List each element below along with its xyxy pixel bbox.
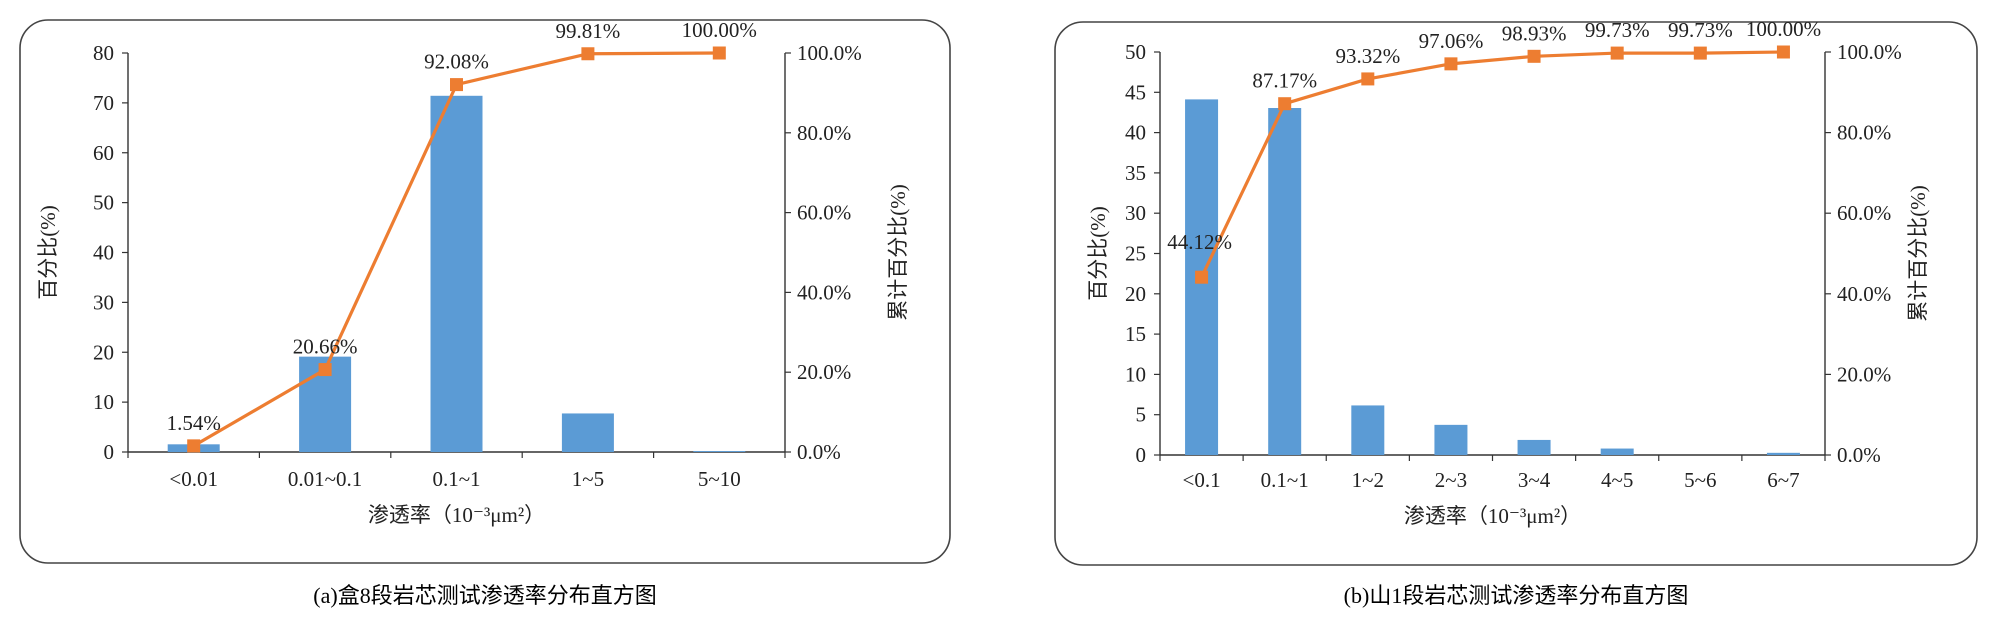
chart-a-y2tick-label: 40.0%	[797, 280, 851, 304]
chart-b-data-label: 99.73%	[1585, 18, 1650, 42]
chart-a-ytick-label: 60	[93, 141, 114, 165]
chart-b-xtick-label: 4~5	[1601, 468, 1633, 492]
chart-b-xtick-label: 5~6	[1684, 468, 1716, 492]
chart-b-ytick-label: 40	[1125, 121, 1146, 145]
chart-b-xtick-label: 3~4	[1518, 468, 1551, 492]
chart-b-cumulative-point	[1610, 46, 1624, 60]
chart-a-ytick-label: 50	[93, 191, 114, 215]
chart-b-cumulative-point	[1195, 270, 1209, 284]
chart-b-cumulative-point	[1693, 46, 1707, 60]
chart-b-data-label: 44.12%	[1167, 230, 1232, 254]
chart-b-y-axis-title: 百分比(%)	[1086, 206, 1110, 300]
chart-b-bar	[1351, 405, 1385, 455]
chart-b-cumulative-line	[1200, 50, 1784, 278]
chart-b-data-label: 100.00%	[1746, 17, 1821, 41]
chart-a-caption: (a)盒8段岩芯测试渗透率分布直方图	[313, 583, 656, 608]
chart-a-cumulative-point	[712, 46, 726, 60]
chart-b-xtick-label: 2~3	[1435, 468, 1467, 492]
chart-b-ytick-label: 0	[1136, 443, 1147, 467]
chart-b-y2-axis-title: 累计百分比(%)	[1906, 185, 1930, 321]
chart-b-xtick-label: 6~7	[1767, 468, 1799, 492]
chart-b-x-axis-title: 渗透率（10⁻³μm²）	[1404, 504, 1581, 528]
chart-a-y2tick-label: 20.0%	[797, 360, 851, 384]
chart-b-data-label: 99.73%	[1668, 18, 1733, 42]
chart-b-bar	[1766, 452, 1800, 455]
chart-b-ytick-label: 25	[1125, 242, 1146, 266]
chart-a-data-label: 20.66%	[293, 335, 358, 359]
chart-a-xtick-label: 1~5	[572, 467, 604, 491]
chart-a-xtick-label: <0.01	[169, 467, 218, 491]
chart-b-xtick-label: <0.1	[1183, 468, 1221, 492]
chart-a-data-label: 1.54%	[167, 411, 221, 435]
chart-b-ytick-label: 10	[1125, 362, 1146, 386]
chart-b-y2tick-label: 100.0%	[1837, 40, 1902, 64]
chart-a-ytick-label: 10	[93, 390, 114, 414]
chart-a-y2-axis-title: 累计百分比(%)	[886, 184, 910, 320]
chart-b: 0 5 10 15 20 25 30 35 40 45 50 0.0% 20.0% 40.0% 60.0% 8…	[1086, 17, 1930, 528]
chart-b-bar	[1600, 448, 1634, 455]
chart-a-data-label: 99.81%	[556, 19, 621, 43]
chart-b-ytick-label: 50	[1125, 40, 1146, 64]
chart-a-y2tick-label: 80.0%	[797, 121, 851, 145]
chart-a-y2tick-label: 0.0%	[797, 440, 841, 464]
chart-b-data-label: 93.32%	[1335, 44, 1400, 68]
chart-a-ytick-label: 40	[93, 241, 114, 265]
chart-a-cumulative-point	[187, 439, 201, 453]
chart-b-ytick-label: 5	[1136, 403, 1147, 427]
chart-b-ytick-label: 45	[1125, 80, 1146, 104]
chart-a-ytick-label: 70	[93, 91, 114, 115]
chart-a-ytick-label: 30	[93, 290, 114, 314]
chart-b-ytick-label: 35	[1125, 161, 1146, 185]
chart-a-cumulative-point	[318, 363, 332, 377]
chart-b-data-label: 97.06%	[1419, 29, 1484, 53]
chart-b-data-label: 98.93%	[1502, 21, 1567, 45]
chart-a-x-axis-title: 渗透率（10⁻³μm²）	[368, 503, 545, 527]
chart-a-y2tick-label: 100.0%	[797, 41, 862, 65]
chart-a-ytick-label: 20	[93, 340, 114, 364]
chart-a-bar	[693, 451, 746, 452]
chart-a-cumulative-point	[581, 47, 595, 61]
chart-a-y2tick-label: 60.0%	[797, 201, 851, 225]
chart-a-ytick-label: 0	[104, 440, 115, 464]
chart-b-cumulative-point	[1527, 49, 1541, 63]
chart-b-ytick-label: 30	[1125, 201, 1146, 225]
chart-b-cumulative-point	[1361, 72, 1375, 86]
chart-b-y2tick-label: 40.0%	[1837, 282, 1891, 306]
chart-a-ytick-label: 80	[93, 41, 114, 65]
chart-a-cumulative-point	[450, 78, 463, 92]
chart-b-xtick-label: 0.1~1	[1261, 468, 1309, 492]
chart-b-y2tick-label: 0.0%	[1837, 443, 1881, 467]
chart-a-bar	[430, 95, 483, 452]
chart-b-y2tick-label: 80.0%	[1837, 121, 1891, 145]
chart-a-bar	[561, 413, 614, 452]
chart-b-cumulative-point	[1444, 57, 1458, 71]
chart-a: 0 10 20 30 40 50 60 70 80 0.0% 20.0% 40.0% 60.0% 80.0…	[36, 18, 910, 527]
chart-a-frame	[19, 19, 951, 564]
chart-a-xtick-label: 0.01~0.1	[288, 467, 362, 491]
chart-b-cumulative-point	[1278, 97, 1292, 111]
chart-b-bar	[1268, 108, 1302, 455]
chart-a-y-axis-title: 百分比(%)	[36, 205, 60, 299]
chart-a-data-label: 92.08%	[424, 50, 489, 74]
chart-b-ytick-label: 15	[1125, 322, 1146, 346]
chart-b-xtick-label: 1~2	[1352, 468, 1384, 492]
chart-b-y2tick-label: 60.0%	[1837, 201, 1891, 225]
chart-a-data-label: 100.00%	[682, 18, 757, 42]
chart-a-xtick-label: 0.1~1	[432, 467, 480, 491]
chart-b-ytick-label: 20	[1125, 282, 1146, 306]
chart-b-caption: (b)山1段岩芯测试渗透率分布直方图	[1344, 583, 1689, 608]
chart-b-y2tick-label: 20.0%	[1837, 362, 1891, 386]
chart-b-bar	[1517, 439, 1551, 455]
chart-a-xtick-label: 5~10	[698, 467, 741, 491]
chart-b-bar	[1434, 424, 1468, 455]
chart-b-cumulative-point	[1776, 45, 1790, 59]
chart-b-data-label: 87.17%	[1252, 69, 1317, 93]
